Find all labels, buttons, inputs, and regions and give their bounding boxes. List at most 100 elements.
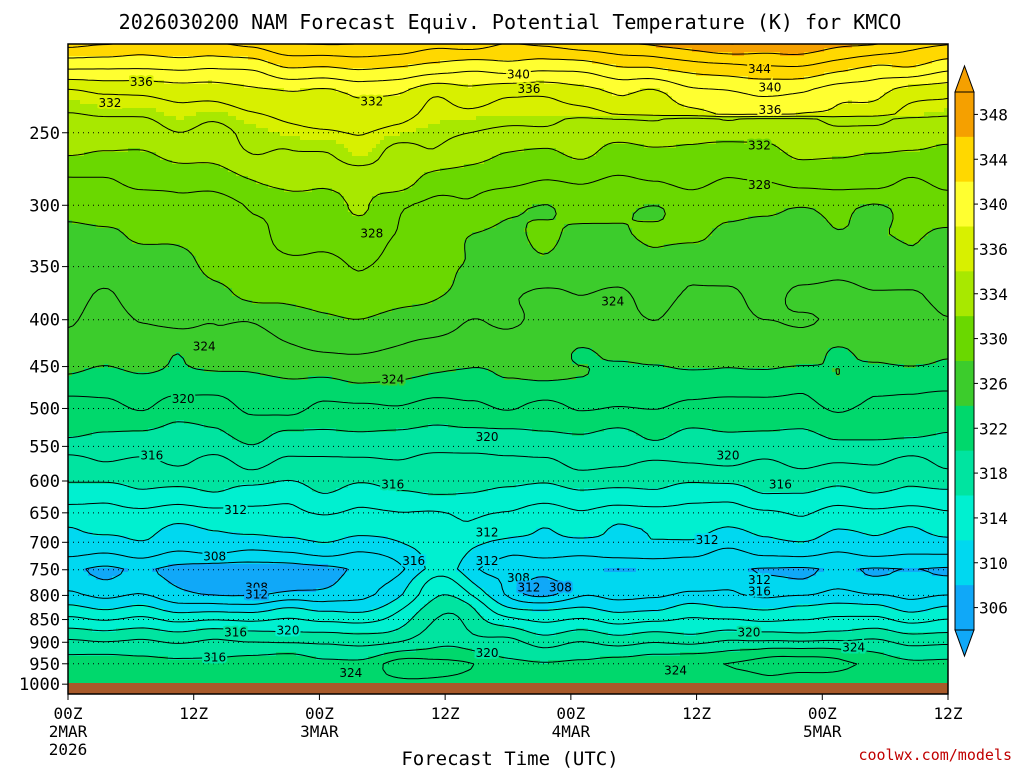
contour-label: 316 — [379, 475, 406, 493]
y-tick-label: 550 — [29, 437, 60, 457]
contour-label: 312 — [515, 578, 542, 596]
colorbar-swatch — [955, 226, 974, 272]
contour-label: 308 — [547, 578, 574, 596]
contour-label: 312 — [243, 585, 270, 603]
contour-label: 332 — [746, 136, 773, 154]
colorbar-swatch — [955, 450, 974, 496]
chart-title: 2026030200 NAM Forecast Equiv. Potential… — [119, 10, 902, 34]
colorbar-label: 334 — [979, 285, 1008, 304]
colorbar-swatch — [955, 271, 974, 317]
colorbar-label: 348 — [979, 105, 1008, 124]
colorbar-swatch — [955, 181, 974, 227]
y-tick-label: 950 — [29, 655, 60, 675]
contour-label: 324 — [337, 664, 364, 682]
contour-label: 316 — [201, 648, 228, 666]
contour-label: 320 — [715, 447, 742, 465]
contour-label: 320 — [170, 390, 197, 408]
contour-label: 316 — [746, 582, 773, 600]
contour-label: 336 — [756, 101, 783, 119]
colorbar-label: 330 — [979, 330, 1008, 349]
contour-label: 320 — [474, 428, 501, 446]
colorbar-swatch — [955, 92, 974, 138]
y-tick-label: 250 — [29, 124, 60, 144]
y-tick-label: 1000 — [19, 675, 60, 695]
x-tick-label: 12Z — [431, 704, 460, 723]
colorbar-swatch — [955, 316, 974, 362]
contour-label: 328 — [358, 224, 385, 242]
credit-text: coolwx.com/models — [858, 746, 1012, 764]
x-tick-label: 00Z 3MAR — [300, 704, 339, 741]
contour-label: 336 — [515, 80, 542, 98]
contour-path — [68, 44, 948, 680]
y-tick-label: 650 — [29, 504, 60, 524]
contour-label: 316 — [138, 447, 165, 465]
colorbar-swatch — [955, 495, 974, 541]
plot-frame — [67, 43, 949, 695]
y-tick-label: 750 — [29, 561, 60, 581]
colorbar-bottom-arrow — [954, 629, 975, 658]
contour-label: 344 — [746, 60, 773, 78]
x-axis-label: Forecast Time (UTC) — [401, 748, 618, 768]
contour-label: 312 — [474, 552, 501, 570]
contour-label: 312 — [474, 524, 501, 542]
y-tick-label: 350 — [29, 258, 60, 278]
y-tick-label: 300 — [29, 196, 60, 216]
contour-label: 324 — [191, 338, 218, 356]
contour-label: 316 — [222, 623, 249, 641]
colorbar-label: 310 — [979, 554, 1008, 573]
x-tick-label: 12Z — [934, 704, 963, 723]
contour-label: 336 — [128, 73, 155, 91]
contour-label: 340 — [505, 66, 532, 84]
contour-label: 320 — [735, 623, 762, 641]
contour-label: 316 — [400, 552, 427, 570]
colorbar-label: 322 — [979, 419, 1008, 438]
x-tick-label: 00Z 4MAR — [552, 704, 591, 741]
colorbar-legend: 348 344 340 336 334 330 326 322 318 314 310 306 — [954, 64, 1008, 658]
colorbar-label: 314 — [979, 509, 1008, 528]
contour-label: 308 — [505, 569, 532, 587]
contour-label: 308 — [201, 547, 228, 565]
contour-label: 332 — [358, 92, 385, 110]
contour-label: 312 — [222, 501, 249, 519]
contour-lines — [68, 44, 948, 680]
colorbar-label: 344 — [979, 150, 1008, 169]
contour-label: 316 — [767, 475, 794, 493]
colorbar-swatch — [955, 585, 974, 631]
colorbar-label: 318 — [979, 464, 1008, 483]
colorbar-swatch — [955, 540, 974, 586]
colorbar-label: 306 — [979, 599, 1008, 618]
contour-label: 324 — [662, 661, 689, 679]
colorbar-label: 340 — [979, 195, 1008, 214]
x-tick-label: 00Z 2MAR 2026 — [49, 704, 88, 759]
x-axis: 00Z 2MAR 2026 12Z 00Z 3MAR 12Z 00Z 4MAR 12Z 00Z 5MA… — [49, 694, 963, 759]
y-tick-label: 400 — [29, 311, 60, 331]
x-tick-label: 12Z — [179, 704, 208, 723]
contour-label: 324 — [840, 639, 867, 657]
colorbar-label: 326 — [979, 374, 1008, 393]
colorbar-top-arrow — [954, 64, 975, 93]
contour-label: 320 — [474, 644, 501, 662]
contour-label: 308 — [243, 578, 270, 596]
contour-label: 340 — [756, 78, 783, 96]
color-bands — [68, 44, 948, 694]
contour-label: 328 — [746, 176, 773, 194]
y-tick-label: 900 — [29, 633, 60, 653]
contour-label: 312 — [694, 531, 721, 549]
ground-bar — [68, 683, 948, 694]
contour-label: 324 — [379, 371, 406, 389]
colorbar-swatch — [955, 405, 974, 452]
colorbar-swatch — [955, 361, 974, 407]
y-axis: 2503003504004505005506006507007508008509… — [19, 124, 68, 695]
contour-label: 324 — [599, 292, 626, 310]
y-tick-label: 450 — [29, 358, 60, 378]
x-tick-label: 12Z — [682, 704, 711, 723]
contour-label: 332 — [96, 94, 123, 112]
y-tick-label: 800 — [29, 586, 60, 606]
y-tick-label: 850 — [29, 611, 60, 631]
contour-label: 312 — [746, 571, 773, 589]
y-tick-label: 700 — [29, 533, 60, 553]
plot-area — [68, 44, 948, 694]
colorbar-swatch — [955, 136, 974, 183]
